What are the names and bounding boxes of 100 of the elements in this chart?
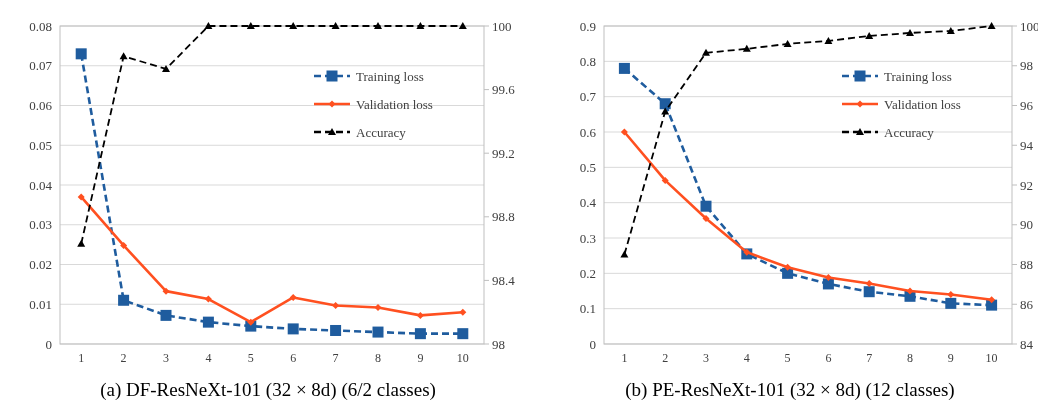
point [947,291,955,299]
legend-label: Accuracy [884,124,935,140]
y2-tick-label: 99.2 [492,145,515,161]
y-tick-label: 0.08 [29,18,52,34]
point [289,22,298,29]
point [458,22,467,29]
point [77,193,85,201]
point [945,297,957,309]
x-tick-label: 2 [120,351,127,365]
point [700,200,712,212]
point [742,44,751,52]
point [287,323,299,335]
y-tick-label: 0.8 [579,53,596,69]
point [332,301,340,309]
x-tick-label: 8 [375,351,381,365]
point [743,248,751,256]
point [204,295,212,303]
point [865,280,873,288]
point [416,22,425,29]
text: (b) PE-ResNeXt-101 (32 × 8d) (12 classes) [625,379,955,401]
y2-tick-label: 84 [1020,336,1034,352]
x-tick-label: 1 [621,351,628,365]
x-tick-label: 4 [743,351,750,365]
x-tick-label: 1 [78,351,85,365]
y2-tick-label: 98 [492,336,505,352]
legend-label: Validation loss [884,96,961,112]
y2-tick-label: 94 [1020,137,1034,153]
y2-tick-label: 88 [1020,257,1033,273]
x-tick-label: 3 [163,351,169,365]
point [784,263,792,271]
y-tick-label: 0.07 [29,58,53,74]
x-tick-label: 6 [825,351,832,365]
point [162,287,170,295]
point [119,52,128,60]
y-tick-label: 0.3 [579,230,596,246]
y-tick-label: 0.6 [579,124,597,140]
y-tick-label: 0.5 [579,159,596,175]
point [863,286,875,298]
point [120,241,128,249]
point [988,296,996,304]
point [331,22,340,29]
point [374,22,382,29]
point [118,294,130,306]
point [77,239,86,247]
point [247,318,255,326]
y-tick-label: 0.02 [29,257,52,273]
x-tick-label: 7 [866,351,873,365]
point [459,308,467,316]
y2-tick-label: 100 [492,18,512,34]
point [620,128,628,136]
x-tick-label: 9 [947,351,954,365]
point [416,311,424,319]
legend-label: Training loss [356,68,424,84]
point [414,328,426,340]
legend-label: Training loss [884,68,952,84]
y2-tick-label: 90 [1020,217,1033,233]
legend-label: Validation loss [356,96,433,112]
y2-tick-label: 98 [1020,58,1033,74]
x-tick-label: 9 [417,351,424,365]
point [202,316,214,328]
text: (a) DF-ResNeXt-101 (32 × 8d) (6/2 classes) [100,379,436,401]
y-tick-label: 0.05 [29,137,52,153]
y2-tick-label: 92 [1020,177,1033,193]
x-tick-label: 8 [907,351,913,365]
y-tick-label: 0.04 [29,177,53,193]
y-tick-label: 0.7 [579,89,597,105]
point [661,176,669,184]
point [946,26,955,34]
point [702,48,710,56]
y2-tick-label: 86 [1020,296,1034,312]
y-tick-label: 0.4 [579,195,597,211]
legend-label: Accuracy [356,124,407,140]
point [620,250,629,258]
point [75,48,87,60]
x-tick-label: 5 [247,351,254,365]
point [330,324,342,336]
x-tick-label: 4 [205,351,212,365]
point [618,62,630,74]
y2-tick-label: 99.6 [492,82,516,98]
point [702,215,710,223]
y-tick-label: 0.2 [579,265,596,281]
y-tick-label: 0.1 [579,301,596,317]
y-tick-label: 0.9 [579,18,596,34]
point [824,274,832,282]
point [204,22,213,29]
x-tick-label: 7 [332,351,339,365]
point [160,309,172,321]
y-tick-label: 0 [589,336,596,352]
point [162,64,170,72]
point [374,303,382,311]
point [783,39,792,47]
x-tick-label: 3 [703,351,709,365]
x-tick-label: 2 [662,351,669,365]
x-tick-label: 5 [784,351,791,365]
point [457,328,469,340]
point [372,326,384,338]
point [906,28,914,36]
point [906,287,914,295]
y-tick-label: 0.01 [29,296,52,312]
x-tick-label: 10 [985,351,998,365]
